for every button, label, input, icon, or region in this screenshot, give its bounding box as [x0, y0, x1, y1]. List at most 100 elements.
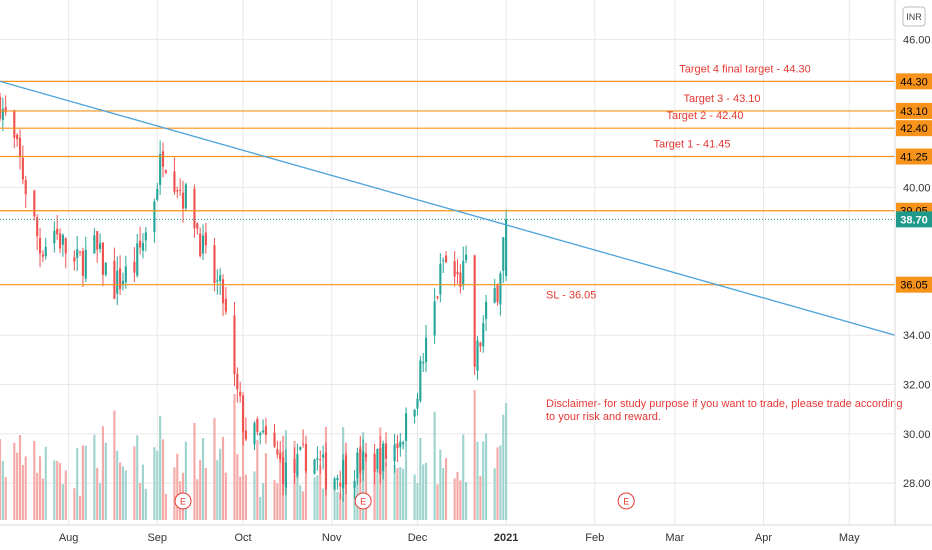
candle-body — [413, 409, 416, 417]
candle-body — [499, 273, 502, 305]
volume-bar — [199, 459, 202, 520]
candle-body — [482, 323, 485, 347]
volume-bar — [436, 484, 439, 520]
candle-body — [253, 422, 256, 445]
candle-body — [121, 280, 125, 286]
price-axis[interactable]: 46.00 40.00 34.00 32.00 30.00 28.00 — [903, 34, 931, 490]
candle-body — [199, 233, 202, 257]
candle-body — [264, 425, 267, 436]
volume-bar — [119, 462, 122, 520]
volume-bar — [219, 448, 222, 520]
time-axis[interactable]: Aug Sep Oct Nov Dec 2021 Feb Mar Apr May — [59, 532, 860, 544]
candlesticks[interactable] — [0, 92, 508, 502]
volume-bar — [261, 483, 265, 520]
volume-bar — [413, 474, 416, 520]
candle-body — [296, 454, 299, 477]
volume-bar — [161, 439, 165, 520]
volume-bar — [184, 441, 187, 520]
volume-bar — [78, 495, 82, 520]
candle-body — [259, 433, 262, 436]
candle-body — [173, 171, 176, 192]
earnings-marker[interactable]: E — [617, 492, 635, 510]
volume-bar — [364, 456, 368, 520]
volume-bar — [493, 468, 496, 520]
candle-body — [293, 459, 296, 474]
volume-bar — [201, 437, 205, 520]
volume-bar — [76, 447, 79, 520]
volume-bar — [316, 475, 319, 520]
candle-body — [433, 301, 436, 336]
volume-bar — [433, 411, 436, 520]
candle-body — [362, 451, 365, 470]
volume-bar — [384, 462, 388, 520]
level-tag — [896, 276, 932, 293]
volume-bar — [124, 470, 127, 520]
volume-bar — [279, 451, 282, 520]
time-tick-label: Apr — [755, 532, 772, 544]
price-tick-label: 34.00 — [903, 330, 931, 342]
price-tick-label: 46.00 — [903, 34, 931, 46]
candle-body — [376, 448, 379, 469]
earnings-marker[interactable]: E — [354, 492, 372, 510]
candle-body — [56, 228, 59, 235]
earnings-marker-label: E — [180, 497, 186, 507]
candle-body — [136, 243, 139, 276]
volume-bar — [193, 422, 196, 520]
volume-bar — [402, 468, 405, 520]
candle-body — [244, 430, 247, 440]
earnings-marker[interactable]: E — [174, 492, 192, 510]
earnings-marker-label: E — [623, 497, 629, 507]
candle-body — [213, 245, 216, 283]
volume-bar — [156, 450, 159, 520]
volume-bar — [462, 434, 465, 520]
volume-bar — [399, 466, 402, 520]
candle-body — [61, 234, 64, 245]
volume-bar — [4, 477, 7, 520]
level-annotation: Target 4 final target - 44.30 — [679, 63, 810, 75]
candle-body — [356, 452, 359, 479]
level-tag-label: 42.40 — [900, 123, 928, 135]
volume-bar — [196, 479, 199, 520]
candle-body — [302, 443, 305, 445]
volume-bar — [256, 440, 259, 520]
candle-body — [422, 362, 425, 364]
candle-body — [342, 460, 345, 489]
candle-body — [119, 268, 122, 289]
volume-bar — [221, 436, 225, 520]
volume-bar — [333, 482, 336, 520]
level-tag — [896, 148, 932, 165]
currency-badge[interactable]: INR — [902, 6, 926, 27]
candle-body — [216, 280, 219, 282]
candle-body — [176, 190, 179, 192]
candle-body — [116, 270, 119, 294]
volume-bar — [44, 446, 47, 520]
volume-bar — [81, 445, 84, 520]
price-tick-label: 40.00 — [903, 182, 931, 194]
candle-body — [113, 260, 116, 299]
volume-bar — [101, 426, 105, 520]
candle-body — [353, 481, 356, 488]
candle-body — [99, 243, 102, 249]
grid — [0, 0, 895, 525]
volume-bar — [376, 465, 379, 520]
candle-body — [473, 255, 476, 367]
earnings-marker-label: E — [360, 497, 366, 507]
volume-bar — [16, 452, 19, 520]
volume-bar — [476, 441, 479, 520]
candle-body — [339, 482, 342, 487]
candle-body — [379, 448, 382, 475]
volume-bar — [456, 471, 459, 520]
candle-body — [459, 272, 462, 288]
time-tick-label: May — [839, 532, 860, 544]
candle-body — [456, 271, 459, 274]
candle-body — [164, 170, 167, 173]
disclaimer-line: Disclaimer- for study purpose if you wan… — [546, 398, 902, 410]
candle-body — [41, 254, 44, 257]
candle-body — [104, 262, 107, 275]
level-annotation: Target 1 - 41.45 — [653, 139, 730, 151]
volume-bar — [121, 466, 125, 520]
candle-body — [13, 110, 16, 138]
